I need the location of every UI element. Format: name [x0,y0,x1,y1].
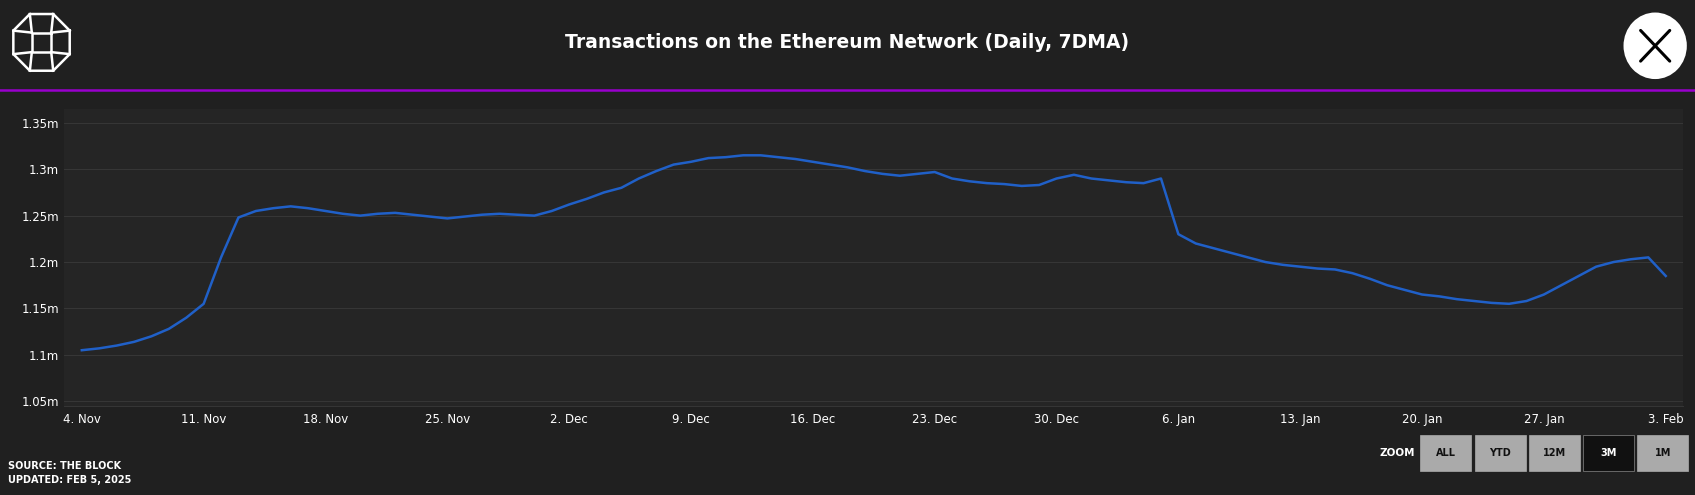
Text: YTD: YTD [1490,448,1510,458]
Text: 3M: 3M [1600,448,1617,458]
Text: ZOOM: ZOOM [1380,448,1415,458]
Circle shape [1624,13,1687,78]
Text: ALL: ALL [1436,448,1456,458]
Text: 12M: 12M [1542,448,1566,458]
Text: Transactions on the Ethereum Network (Daily, 7DMA): Transactions on the Ethereum Network (Da… [566,33,1129,51]
Text: SOURCE: THE BLOCK
UPDATED: FEB 5, 2025: SOURCE: THE BLOCK UPDATED: FEB 5, 2025 [8,461,132,485]
Text: 1M: 1M [1654,448,1671,458]
